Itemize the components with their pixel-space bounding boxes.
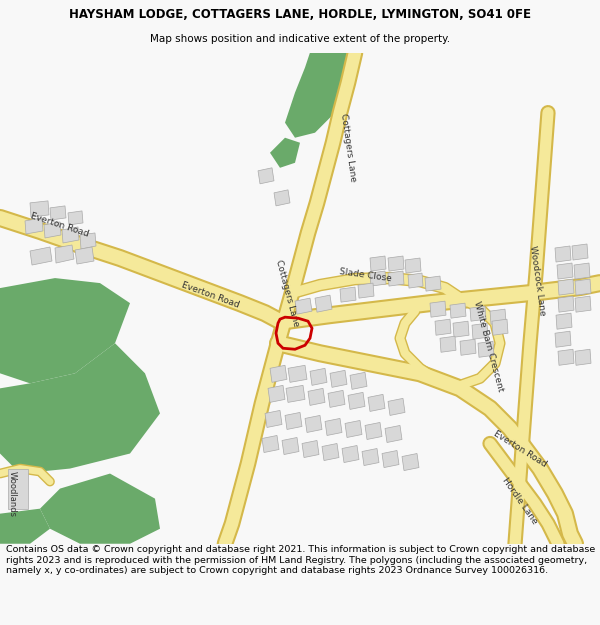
Polygon shape (555, 331, 571, 348)
Polygon shape (558, 296, 574, 312)
Polygon shape (308, 388, 325, 406)
Text: Everton Road: Everton Road (492, 429, 548, 468)
Polygon shape (388, 256, 404, 271)
Polygon shape (490, 309, 506, 324)
Text: Woodcock Lane: Woodcock Lane (527, 246, 547, 317)
Text: Cottagers Lane: Cottagers Lane (274, 259, 300, 328)
Polygon shape (0, 509, 50, 544)
Polygon shape (574, 263, 590, 279)
Polygon shape (370, 271, 386, 286)
Polygon shape (258, 168, 274, 184)
Polygon shape (268, 386, 285, 402)
Polygon shape (435, 319, 451, 335)
Polygon shape (80, 233, 96, 249)
Polygon shape (282, 438, 299, 454)
Text: White Barn Crescent: White Barn Crescent (472, 300, 505, 392)
Polygon shape (470, 306, 486, 321)
Text: Contains OS data © Crown copyright and database right 2021. This information is : Contains OS data © Crown copyright and d… (6, 546, 595, 575)
Polygon shape (30, 247, 52, 265)
Text: Map shows position and indicative extent of the property.: Map shows position and indicative extent… (150, 34, 450, 44)
Polygon shape (0, 343, 160, 474)
Polygon shape (365, 422, 382, 439)
Polygon shape (285, 52, 360, 138)
Polygon shape (0, 278, 130, 383)
Polygon shape (388, 398, 405, 416)
Polygon shape (270, 138, 300, 168)
Polygon shape (425, 276, 441, 291)
Text: Everton Road: Everton Road (180, 281, 240, 310)
Polygon shape (274, 190, 290, 206)
Polygon shape (75, 247, 94, 264)
Polygon shape (30, 201, 49, 217)
Polygon shape (302, 441, 319, 458)
Polygon shape (40, 474, 160, 544)
Polygon shape (575, 296, 591, 312)
Text: Woodlands: Woodlands (7, 471, 17, 517)
Text: HAYSHAM LODGE, COTTAGERS LANE, HORDLE, LYMINGTON, SO41 0FE: HAYSHAM LODGE, COTTAGERS LANE, HORDLE, L… (69, 8, 531, 21)
Polygon shape (388, 271, 404, 286)
Polygon shape (310, 368, 327, 386)
Polygon shape (322, 444, 339, 461)
Polygon shape (62, 227, 79, 243)
Polygon shape (350, 372, 367, 389)
Polygon shape (558, 279, 574, 295)
Polygon shape (358, 283, 374, 298)
Polygon shape (402, 454, 419, 471)
Polygon shape (572, 244, 588, 260)
Polygon shape (340, 287, 356, 302)
Text: Slade Close: Slade Close (338, 267, 392, 283)
Polygon shape (330, 370, 347, 388)
Polygon shape (368, 394, 385, 411)
Polygon shape (68, 211, 83, 225)
Polygon shape (288, 365, 307, 382)
Polygon shape (50, 206, 66, 220)
Polygon shape (405, 258, 421, 273)
Polygon shape (325, 418, 342, 436)
Polygon shape (555, 246, 571, 262)
Polygon shape (460, 339, 476, 355)
Text: Hordle Lane: Hordle Lane (500, 476, 539, 526)
Polygon shape (492, 319, 508, 335)
Polygon shape (348, 392, 365, 409)
Polygon shape (305, 416, 322, 432)
Polygon shape (575, 279, 591, 295)
Polygon shape (55, 245, 74, 263)
Polygon shape (556, 313, 572, 329)
Polygon shape (265, 411, 282, 428)
Polygon shape (25, 218, 43, 234)
Text: Everton Road: Everton Road (30, 211, 90, 239)
Polygon shape (408, 273, 423, 288)
Text: Cottagers Lane: Cottagers Lane (339, 113, 357, 182)
Polygon shape (478, 341, 494, 357)
Polygon shape (450, 303, 466, 318)
Polygon shape (440, 336, 456, 352)
Polygon shape (345, 421, 362, 437)
Polygon shape (315, 295, 332, 312)
Polygon shape (262, 436, 279, 452)
Polygon shape (362, 449, 379, 466)
Polygon shape (557, 263, 573, 279)
Polygon shape (453, 321, 469, 338)
Polygon shape (472, 323, 488, 339)
Polygon shape (342, 446, 359, 462)
Polygon shape (44, 222, 61, 238)
Polygon shape (430, 301, 446, 317)
Polygon shape (575, 349, 591, 365)
Polygon shape (270, 365, 287, 382)
Polygon shape (295, 298, 312, 314)
Polygon shape (328, 391, 345, 408)
Polygon shape (385, 426, 402, 442)
Polygon shape (8, 469, 28, 509)
Polygon shape (285, 412, 302, 429)
Polygon shape (558, 349, 574, 365)
Polygon shape (382, 451, 399, 468)
Polygon shape (286, 386, 305, 402)
Polygon shape (370, 256, 386, 271)
